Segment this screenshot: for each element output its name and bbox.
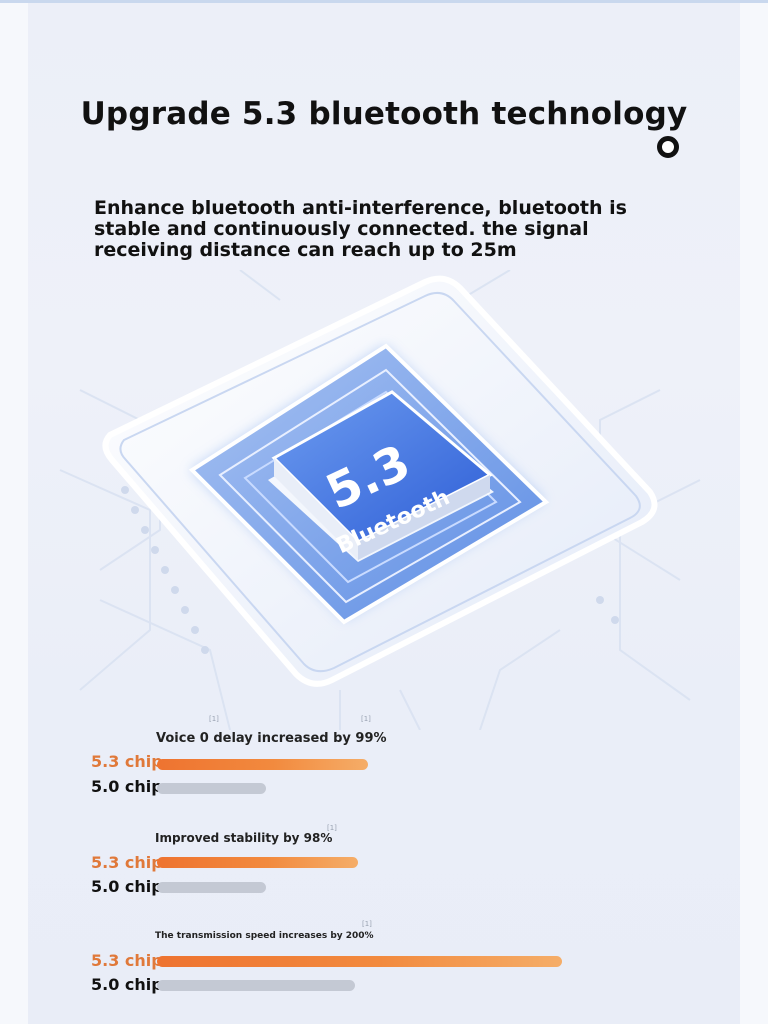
chip-50-bar	[157, 882, 266, 893]
chip-50-bar	[157, 980, 355, 991]
chip-50-label: 5.0 chip	[91, 777, 163, 796]
footnote-mark: [1]	[362, 920, 372, 928]
ring-icon	[657, 136, 679, 158]
chip-53-bar	[157, 956, 562, 967]
chip-50-bar	[157, 783, 266, 794]
chip-53-bar	[157, 857, 358, 868]
circuit-dots	[121, 486, 619, 654]
chip-50-label: 5.0 chip	[91, 975, 163, 994]
comparison-title-stability: Improved stability by 98%	[155, 831, 333, 845]
headline: Upgrade 5.3 bluetooth technology	[80, 96, 688, 132]
chip-53-label: 5.3 chip	[91, 853, 163, 872]
footnote-mark: [1]	[209, 715, 219, 723]
comparison-title-latency: Voice 0 delay increased by 99%	[156, 731, 387, 746]
description: Enhance bluetooth anti-interference, blu…	[94, 197, 627, 261]
circuit-traces	[59, 270, 701, 730]
comparison-title-speed: The transmission speed increases by 200%	[155, 931, 374, 941]
chip-53-label: 5.3 chip	[91, 752, 163, 771]
chip-top	[268, 390, 494, 562]
bluetooth-chip-illustration: 5.3 Bluetooth	[59, 270, 701, 730]
chip-53-bar	[157, 759, 368, 770]
chip-50-label: 5.0 chip	[91, 877, 163, 896]
chip-53-label: 5.3 chip	[91, 951, 163, 970]
top-divider	[0, 0, 768, 3]
footnote-mark: [1]	[361, 715, 371, 723]
footnote-mark: [1]	[327, 824, 337, 832]
